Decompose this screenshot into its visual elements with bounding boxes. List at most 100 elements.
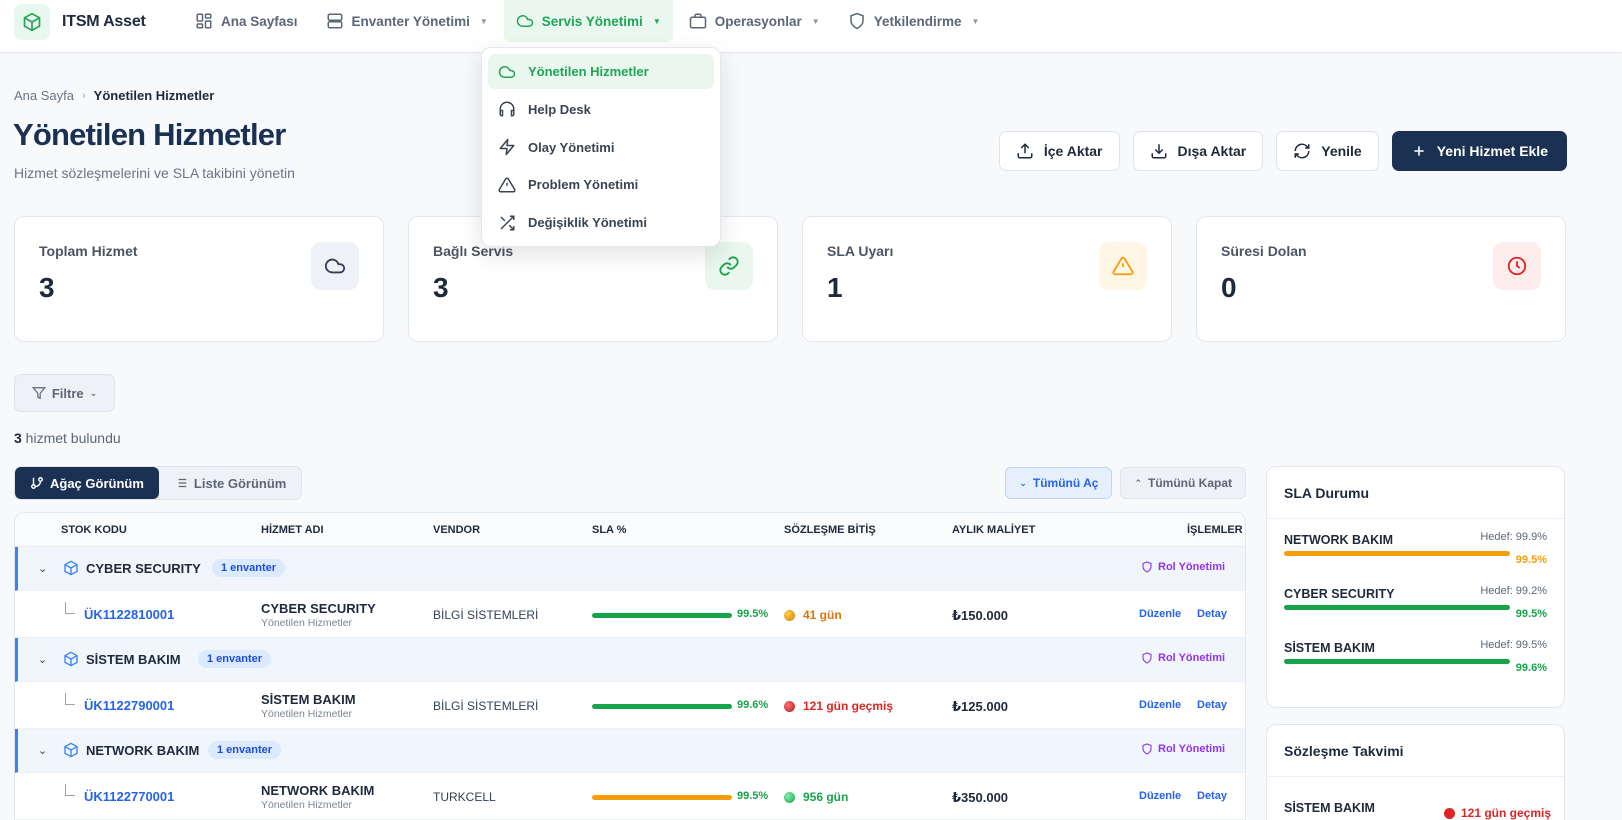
menu-item-managed-services[interactable]: Yönetilen Hizmetler xyxy=(488,54,714,89)
warning-icon xyxy=(498,177,516,193)
group-name: SİSTEM BAKIM xyxy=(86,652,181,667)
breadcrumb-home[interactable]: Ana Sayfa xyxy=(14,88,74,103)
detail-link[interactable]: Detay xyxy=(1197,608,1227,620)
header-contract-end[interactable]: SÖZLEŞME BİTİŞ xyxy=(784,524,876,536)
nav-label: Servis Yönetimi xyxy=(541,13,643,29)
nav-item-inventory[interactable]: Envanter Yönetimi ▼ xyxy=(314,0,500,42)
role-management-link[interactable]: Rol Yönetimi xyxy=(1141,561,1225,573)
import-label: İçe Aktar xyxy=(1043,143,1103,159)
link-icon xyxy=(705,242,753,290)
page-title: Yönetilen Hizmetler xyxy=(13,117,286,152)
refresh-icon xyxy=(1294,143,1310,159)
table-row: ÜK1122770001 NETWORK BAKIM Yönetilen Hiz… xyxy=(15,773,1245,820)
header-sla[interactable]: SLA % xyxy=(592,524,627,536)
group-row[interactable]: ⌄ SİSTEM BAKIM 1 envanter Rol Yönetimi xyxy=(15,638,1245,682)
chevron-down-icon[interactable]: ⌄ xyxy=(38,654,48,666)
export-button[interactable]: Dışa Aktar xyxy=(1132,131,1264,171)
menu-item-label: Help Desk xyxy=(528,101,591,117)
services-table: STOK KODU HİZMET ADI VENDOR SLA % SÖZLEŞ… xyxy=(14,512,1246,820)
breadcrumb-current: Yönetilen Hizmetler xyxy=(93,88,215,103)
sla-item: NETWORK BAKIM Hedef: 99.9% 99.5% xyxy=(1267,519,1564,573)
collapse-all-button[interactable]: ⌃ Tümünü Kapat xyxy=(1120,467,1246,499)
top-navbar: ITSM Asset Ana Sayfası Envanter Yönetimi… xyxy=(0,0,1622,53)
sla-value: 99.5% xyxy=(737,608,769,620)
vendor-name: TURKCELL xyxy=(433,790,496,804)
refresh-button[interactable]: Yenile xyxy=(1276,131,1379,171)
sla-progress-bar xyxy=(592,795,732,800)
sla-item-bar xyxy=(1284,605,1510,610)
contract-item[interactable]: SİSTEM BAKIM 121 gün geçmiş xyxy=(1267,777,1564,820)
menu-item-help-desk[interactable]: Help Desk xyxy=(488,92,714,127)
status-dot xyxy=(784,792,795,803)
breadcrumb: Ana Sayfa › Yönetilen Hizmetler xyxy=(14,88,214,103)
edit-link[interactable]: Düzenle xyxy=(1139,608,1182,620)
tree-view-button[interactable]: Ağaç Görünüm xyxy=(15,467,159,499)
stat-label: Bağlı Servis xyxy=(433,243,514,259)
brand[interactable]: ITSM Asset xyxy=(14,4,146,40)
sla-item-bar xyxy=(1284,659,1510,664)
service-name: NETWORK BAKIM xyxy=(261,783,375,798)
nav-item-operations[interactable]: Operasyonlar ▼ xyxy=(677,0,832,42)
detail-link[interactable]: Detay xyxy=(1197,699,1227,711)
role-management-link[interactable]: Rol Yönetimi xyxy=(1141,652,1225,664)
stock-code-link[interactable]: ÜK1122790001 xyxy=(84,698,175,713)
filter-button[interactable]: Filtre ⌄ xyxy=(14,374,115,412)
expand-all-button[interactable]: ⌄ Tümünü Aç xyxy=(1005,467,1113,499)
monthly-cost: ₺125.000 xyxy=(952,699,1009,714)
header-vendor[interactable]: VENDOR xyxy=(433,524,481,536)
add-service-button[interactable]: Yeni Hizmet Ekle xyxy=(1391,131,1567,171)
cube-icon xyxy=(64,560,78,576)
stat-value: 0 xyxy=(1221,272,1237,303)
menu-item-label: Olay Yönetimi xyxy=(528,139,615,155)
menu-item-incident[interactable]: Olay Yönetimi xyxy=(488,130,714,165)
nav-item-home[interactable]: Ana Sayfası xyxy=(183,0,310,42)
list-view-button[interactable]: Liste Görünüm xyxy=(159,467,301,499)
menu-item-problem[interactable]: Problem Yönetimi xyxy=(488,167,714,202)
sla-item-target: Hedef: 99.2% xyxy=(1480,585,1547,597)
export-label: Dışa Aktar xyxy=(1177,143,1247,159)
chevron-down-icon[interactable]: ⌄ xyxy=(38,745,48,757)
filter-label: Filtre xyxy=(51,385,84,401)
contract-item-value: 121 gün geçmiş xyxy=(1461,806,1552,820)
sla-value: 99.5% xyxy=(737,790,769,802)
stock-code-link[interactable]: ÜK1122810001 xyxy=(84,607,175,622)
caret-down-icon: ▼ xyxy=(811,16,820,26)
cloud-icon xyxy=(516,15,533,27)
vendor-name: BİLGİ SİSTEMLERİ xyxy=(433,608,539,622)
upload-icon xyxy=(1017,143,1033,159)
headset-icon xyxy=(499,101,515,117)
header-service-name[interactable]: HİZMET ADI xyxy=(261,524,324,536)
shield-icon xyxy=(849,12,864,30)
stock-code-link[interactable]: ÜK1122770001 xyxy=(84,789,175,804)
caret-down-icon: ▼ xyxy=(971,16,980,26)
chevrons-up-icon: ⌃ xyxy=(1134,477,1142,488)
stat-label: Süresi Dolan xyxy=(1221,243,1307,259)
shield-icon xyxy=(1142,561,1152,573)
header-stock-code[interactable]: STOK KODU xyxy=(61,524,127,536)
group-row[interactable]: ⌄ NETWORK BAKIM 1 envanter Rol Yönetimi xyxy=(15,729,1245,773)
page-subtitle: Hizmet sözleşmelerini ve SLA takibini yö… xyxy=(14,165,295,181)
group-row[interactable]: ⌄ CYBER SECURITY 1 envanter Rol Yönetimi xyxy=(15,547,1245,591)
import-button[interactable]: İçe Aktar xyxy=(998,131,1120,171)
sla-item-name: NETWORK BAKIM xyxy=(1284,533,1394,547)
server-icon xyxy=(327,13,343,29)
edit-link[interactable]: Düzenle xyxy=(1139,699,1182,711)
nav-item-service[interactable]: Servis Yönetimi ▼ xyxy=(503,0,673,42)
role-management-link[interactable]: Rol Yönetimi xyxy=(1141,743,1225,755)
nav-item-authorization[interactable]: Yetkilendirme ▼ xyxy=(836,0,992,42)
contract-end: 956 gün xyxy=(803,790,849,804)
cube-logo-icon xyxy=(14,4,50,40)
edit-link[interactable]: Düzenle xyxy=(1139,790,1182,802)
service-name: CYBER SECURITY xyxy=(261,601,376,616)
header-monthly-cost[interactable]: AYLIK MALİYET xyxy=(952,524,1036,536)
list-view-label: Liste Görünüm xyxy=(193,475,287,491)
stat-label: Toplam Hizmet xyxy=(39,243,138,259)
service-dropdown-menu: Yönetilen Hizmetler Help Desk Olay Yönet… xyxy=(481,47,721,247)
menu-item-change[interactable]: Değişiklik Yönetimi xyxy=(488,205,714,240)
dashboard-icon xyxy=(196,13,212,29)
cloud-icon xyxy=(311,242,359,290)
status-dot xyxy=(1444,808,1455,819)
chevron-down-icon[interactable]: ⌄ xyxy=(38,563,48,575)
detail-link[interactable]: Detay xyxy=(1197,790,1227,802)
tree-branch-line xyxy=(65,784,75,796)
